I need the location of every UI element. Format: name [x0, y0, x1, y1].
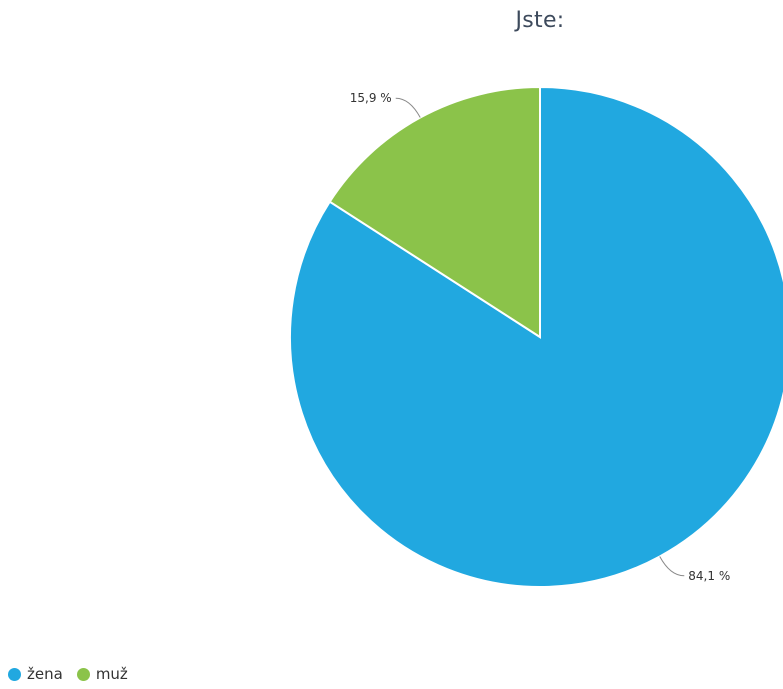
legend-swatch-muz: [76, 667, 90, 681]
legend-label-zena: žena: [27, 665, 63, 683]
legend-label-muz: muž: [95, 665, 128, 683]
slice-leader-line-1: [395, 97, 421, 118]
chart-title: Jste:: [515, 8, 565, 33]
legend-item-zena[interactable]: žena: [8, 665, 63, 683]
legend-swatch-zena: [8, 667, 21, 681]
pie-slice-0[interactable]: [289, 85, 783, 588]
slice-leader-line-0: [659, 556, 685, 577]
slice-data-label-0: 84,1 %: [688, 569, 730, 583]
pie-slice-1[interactable]: [328, 85, 541, 339]
slice-data-label-1: 15,9 %: [350, 91, 392, 105]
chart-legend: žena muž: [8, 664, 128, 684]
legend-item-muz[interactable]: muž: [76, 665, 128, 683]
